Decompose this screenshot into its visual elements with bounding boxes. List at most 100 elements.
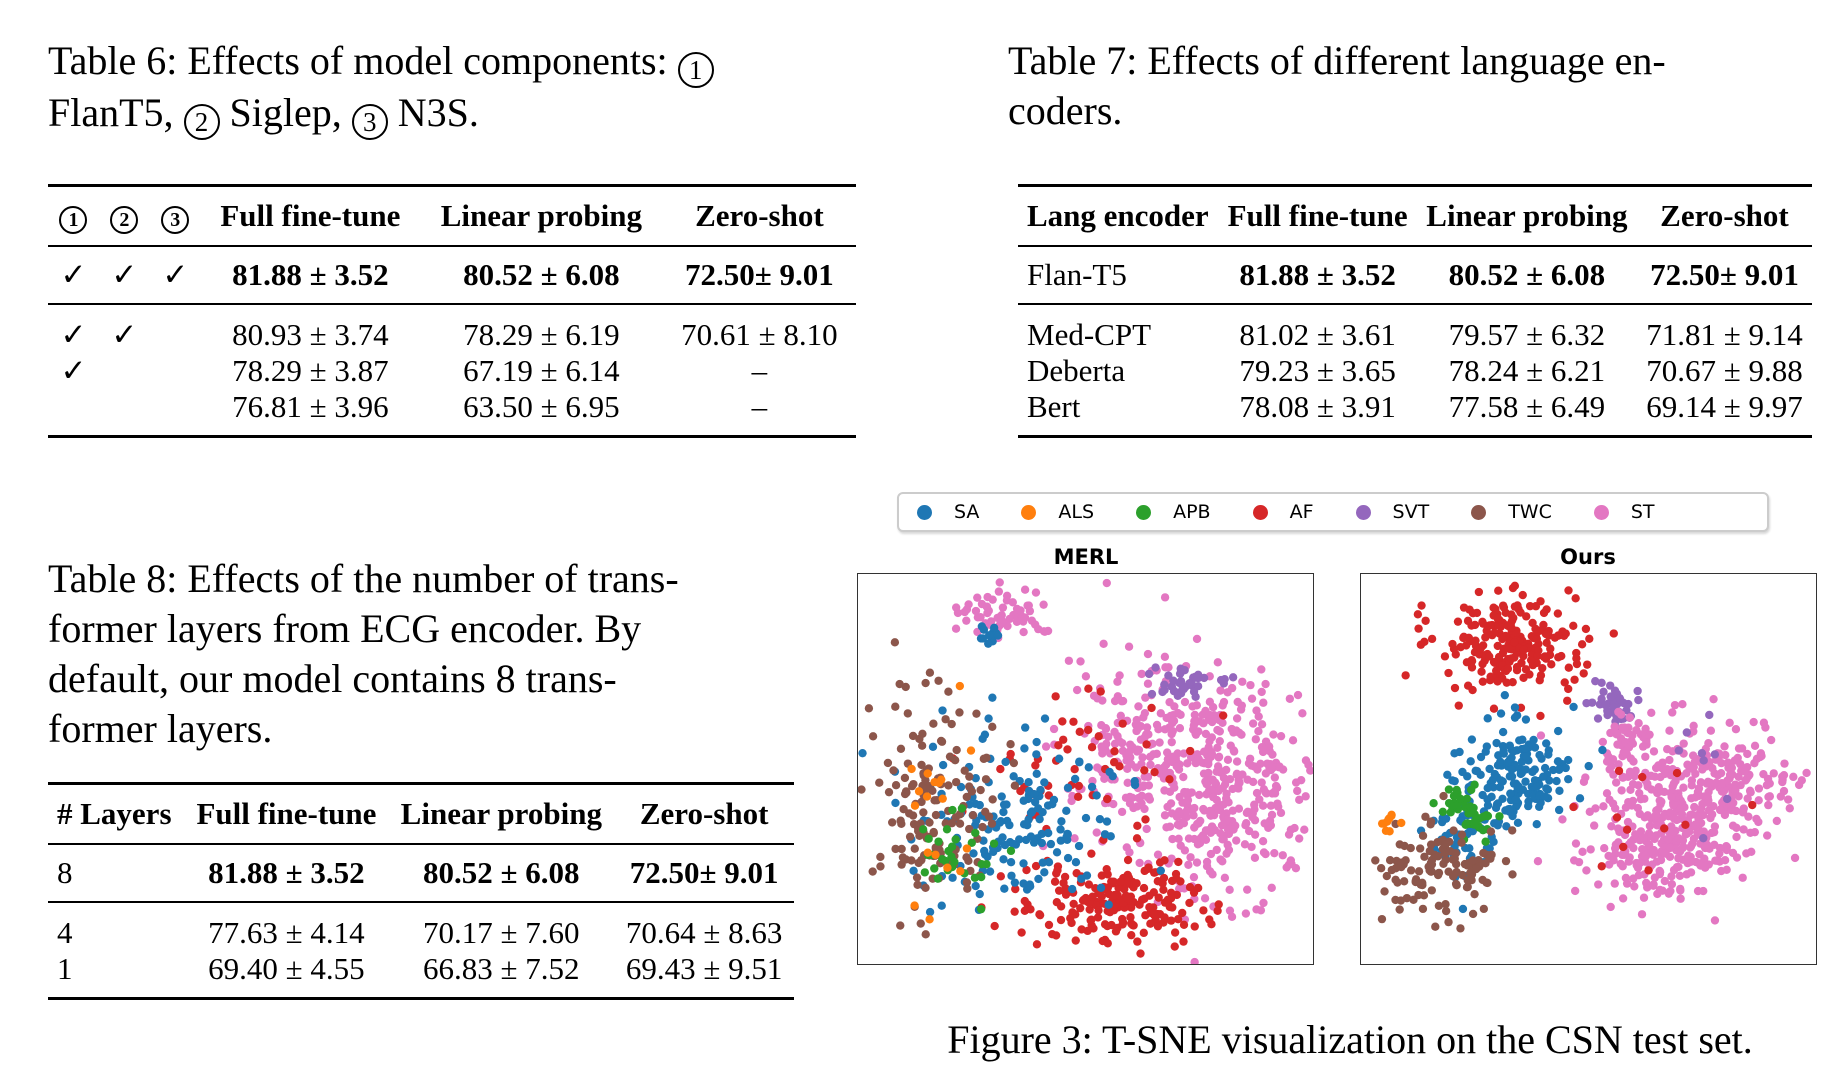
scatter-point bbox=[1453, 617, 1463, 626]
scatter-point bbox=[970, 873, 980, 882]
scatter-point bbox=[1638, 772, 1647, 782]
scatter-point bbox=[1619, 698, 1628, 708]
legend-item-st: ST bbox=[1593, 501, 1655, 523]
scatter-point bbox=[996, 872, 1006, 881]
scatter-point bbox=[1507, 765, 1516, 774]
scatter-point bbox=[1444, 867, 1453, 876]
scatter-point bbox=[1481, 633, 1490, 642]
scatter-point bbox=[1144, 863, 1153, 872]
scatter-point bbox=[1286, 856, 1296, 865]
scatter-point bbox=[925, 818, 934, 827]
scatter-point bbox=[1264, 742, 1274, 751]
scatter-point bbox=[1216, 686, 1225, 695]
scatter-point bbox=[1046, 839, 1056, 849]
scatter-point bbox=[1076, 904, 1085, 913]
scatter-point bbox=[1058, 717, 1067, 726]
scatter-point bbox=[1218, 835, 1227, 844]
scatter-point bbox=[858, 749, 867, 758]
scatter-point bbox=[1228, 673, 1238, 682]
scatter-point bbox=[1174, 834, 1183, 844]
scatter-point bbox=[1603, 706, 1612, 716]
scatter-point bbox=[910, 844, 919, 853]
scatter-point bbox=[1256, 906, 1266, 915]
scatter-point bbox=[1547, 660, 1556, 669]
scatter-point bbox=[1624, 743, 1634, 752]
scatter-point bbox=[1588, 698, 1597, 707]
scatter-point bbox=[1540, 763, 1550, 773]
scatter-point bbox=[1162, 713, 1171, 723]
scatter-point bbox=[1500, 691, 1510, 700]
scatter-point bbox=[1494, 586, 1503, 595]
scatter-point bbox=[1689, 721, 1698, 730]
scatter-point bbox=[1665, 843, 1675, 853]
scatter-point bbox=[1666, 886, 1675, 896]
scatter-point bbox=[1246, 680, 1255, 690]
scatter-point bbox=[1446, 847, 1455, 856]
scatter-point bbox=[1485, 764, 1494, 774]
scatter-point bbox=[1471, 864, 1481, 874]
scatter-point bbox=[1738, 873, 1747, 882]
scatter-point bbox=[1593, 714, 1603, 723]
scatter-point bbox=[1204, 768, 1213, 778]
scatter-point bbox=[1710, 916, 1720, 925]
scatter-point bbox=[1199, 747, 1209, 756]
scatter-point bbox=[1732, 832, 1741, 842]
scatter-point bbox=[1561, 763, 1570, 773]
scatter-point bbox=[1723, 794, 1732, 804]
legend-dot-icon bbox=[1021, 504, 1037, 520]
scatter-point bbox=[1399, 860, 1408, 869]
scatter-point bbox=[1267, 883, 1276, 892]
scatter-point bbox=[981, 807, 990, 816]
scatter-point bbox=[1542, 638, 1551, 648]
scatter-point bbox=[1598, 737, 1608, 747]
scatter-point bbox=[1220, 873, 1230, 883]
scatter-point bbox=[1439, 859, 1448, 868]
scatter-point bbox=[944, 687, 953, 696]
scatter-point bbox=[1160, 593, 1170, 602]
scatter-point bbox=[1699, 886, 1708, 896]
scatter-point bbox=[1072, 868, 1081, 878]
scatter-point bbox=[1132, 834, 1142, 843]
scatter-point bbox=[1219, 773, 1229, 783]
scatter-point bbox=[1739, 825, 1748, 834]
scatter-point bbox=[1695, 850, 1704, 859]
scatter-point bbox=[1569, 621, 1578, 631]
scatter-point bbox=[988, 722, 997, 731]
scatter-point bbox=[1238, 677, 1247, 686]
scatter-point bbox=[1749, 717, 1758, 727]
scatter-point bbox=[1094, 732, 1103, 741]
scatter-point bbox=[1268, 750, 1277, 759]
scatter-point bbox=[969, 849, 978, 858]
scatter-point bbox=[1054, 886, 1064, 895]
scatter-point bbox=[929, 719, 938, 728]
scatter-point bbox=[1612, 813, 1622, 822]
scatter-point bbox=[1540, 792, 1550, 801]
scatter-point bbox=[1380, 887, 1389, 896]
scatter-point bbox=[1554, 653, 1563, 662]
scatter-point bbox=[875, 778, 884, 787]
scatter-point bbox=[952, 745, 961, 755]
scatter-point bbox=[962, 853, 971, 862]
scatter-point bbox=[1207, 733, 1217, 742]
scatter-point bbox=[1564, 586, 1573, 595]
table6-header-c1: 1 bbox=[48, 184, 99, 246]
scatter-point bbox=[937, 775, 946, 784]
scatter-point bbox=[1406, 866, 1416, 875]
scatter-point bbox=[1031, 588, 1041, 597]
scatter-point bbox=[1173, 915, 1183, 924]
scatter-point bbox=[1478, 790, 1487, 800]
scatter-point bbox=[1134, 702, 1143, 711]
scatter-point bbox=[1597, 862, 1606, 871]
figure-legend: SA ALS APB AF SVT TWC ST bbox=[897, 492, 1769, 532]
scatter-point bbox=[1032, 737, 1041, 747]
scatter-point bbox=[1213, 743, 1222, 752]
scatter-point bbox=[1041, 742, 1051, 751]
scatter-point bbox=[1554, 805, 1564, 815]
scatter-point bbox=[1117, 807, 1127, 817]
scatter-point bbox=[982, 602, 992, 611]
scatter-point bbox=[1489, 704, 1499, 713]
scatter-point bbox=[1452, 860, 1461, 869]
scatter-point bbox=[962, 878, 972, 887]
scatter-point bbox=[1142, 824, 1151, 834]
scatter-point bbox=[1011, 884, 1020, 894]
